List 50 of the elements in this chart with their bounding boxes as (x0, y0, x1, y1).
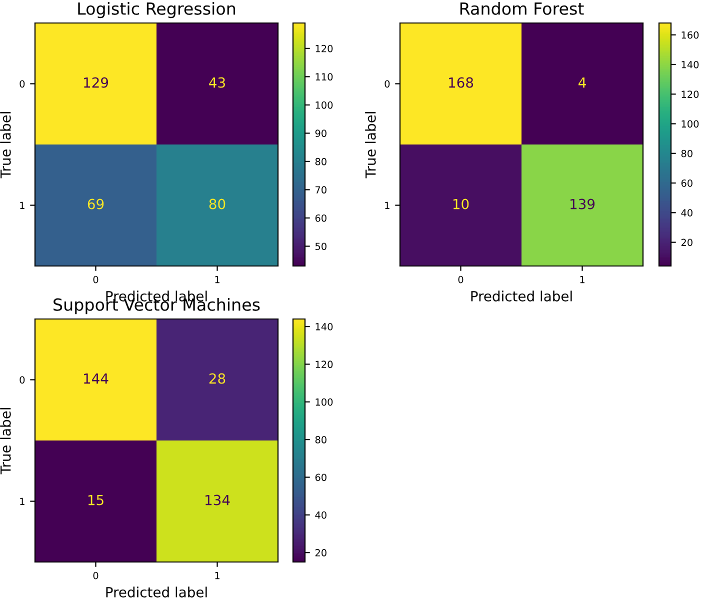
color-bar-label: 20 (681, 238, 692, 246)
data-label: 129 (84, 77, 108, 88)
data-label: 10 (453, 198, 469, 210)
color-bar-label: 60 (315, 214, 326, 222)
color-bar-label: 140 (316, 323, 333, 330)
chart-title: Random Forest (460, 2, 584, 15)
color-bar-label: 40 (315, 511, 326, 519)
color-bar-label: 80 (681, 150, 692, 158)
data-label: 15 (88, 494, 104, 506)
data-label: 43 (209, 77, 225, 88)
data-label: 80 (209, 198, 226, 210)
color-bar-label: 60 (681, 180, 692, 187)
color-bar-label: 120 (316, 44, 333, 52)
color-bar-label: 100 (682, 120, 699, 128)
y-tick-label: 0 (20, 80, 25, 88)
data-label: 69 (88, 198, 104, 210)
color-bar-label: 160 (682, 31, 699, 39)
color-bar-label: 140 (682, 60, 699, 68)
color-bar-label: 90 (315, 130, 326, 138)
color-bar-label: 40 (681, 209, 692, 216)
color-bar-label: 80 (315, 158, 326, 166)
color-bar-label: 20 (315, 549, 326, 556)
y-tick-label: 1 (20, 498, 24, 505)
color-bar-label: 120 (682, 90, 699, 98)
y-axis-title: True label (0, 112, 11, 178)
y-axis-title: True label (365, 112, 376, 178)
x-tick-label: 1 (580, 276, 584, 284)
color-bar-label: 100 (316, 101, 333, 109)
data-label: 168 (449, 77, 474, 88)
data-label: 144 (84, 373, 108, 384)
x-tick-label: 0 (458, 276, 464, 284)
color-bar-label: 110 (316, 73, 333, 81)
color-bar-label: 120 (316, 360, 333, 368)
data-label: 139 (570, 198, 595, 210)
x-tick-label: 0 (93, 276, 98, 284)
y-axis-title: True label (0, 408, 11, 474)
x-axis-title: Predicted label (106, 586, 207, 598)
x-axis-title: Predicted label (471, 290, 572, 302)
data-label: 28 (209, 373, 226, 384)
color-bar-label: 60 (315, 474, 326, 482)
color-bar-label: 50 (315, 242, 326, 250)
data-label: 134 (206, 494, 230, 506)
chart-title: Logistic Regression (78, 2, 236, 18)
x-tick-label: 1 (215, 276, 220, 284)
y-tick-label: 1 (20, 202, 24, 209)
y-tick-label: 0 (20, 376, 25, 384)
color-bar-label: 80 (315, 436, 326, 444)
data-label: 4 (578, 77, 586, 88)
color-bar-label: 70 (316, 186, 326, 194)
color-bar-label: 100 (316, 398, 333, 406)
